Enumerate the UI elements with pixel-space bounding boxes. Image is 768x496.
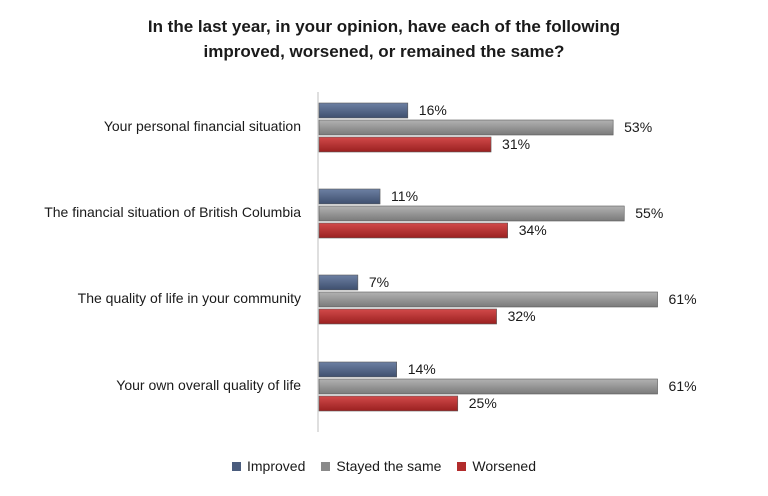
bar-stayed-the-same: [318, 291, 658, 308]
chart-title-line-1: In the last year, in your opinion, have …: [147, 17, 621, 36]
bar-worsened: [318, 222, 508, 239]
category-label: The financial situation of British Colum…: [44, 204, 301, 220]
legend-swatch: [321, 461, 331, 471]
category-label: Your personal financial situation: [104, 118, 301, 134]
legend-item: Stayed the same: [321, 458, 441, 474]
bar-worsened: [318, 136, 492, 153]
data-label: 55%: [635, 205, 663, 221]
data-label: 11%: [391, 188, 418, 204]
data-label: 32%: [508, 308, 536, 324]
data-label: 53%: [624, 119, 652, 135]
category-label: The quality of life in your community: [78, 290, 301, 306]
data-label: 31%: [502, 136, 530, 152]
legend-label: Improved: [247, 458, 306, 474]
legend-label: Worsened: [472, 458, 536, 474]
category-label: Your own overall quality of life: [116, 377, 301, 393]
bar-improved: [318, 188, 381, 205]
legend-label: Stayed the same: [336, 458, 442, 474]
bar-stayed-the-same: [318, 378, 658, 395]
data-label: 61%: [669, 378, 697, 394]
bar-improved: [318, 102, 409, 119]
chart-legend: Improved Stayed the same Worsened: [0, 458, 768, 474]
legend-item: Worsened: [457, 458, 536, 474]
bar-stayed-the-same: [318, 205, 625, 222]
data-label: 7%: [369, 274, 389, 290]
bar-improved: [318, 274, 359, 291]
legend-swatch: [232, 461, 241, 471]
legend-swatch: [457, 461, 467, 471]
data-label: 14%: [408, 361, 436, 377]
data-label: 61%: [669, 291, 697, 307]
bar-improved: [318, 361, 397, 378]
chart-title: In the last year, in your opinion, have …: [0, 14, 768, 64]
data-label: 34%: [519, 222, 547, 238]
bar-worsened: [318, 308, 497, 325]
bar-stayed-the-same: [318, 119, 614, 136]
data-label: 16%: [419, 102, 447, 118]
chart-title-line-2: improved, worsened, or remained the same…: [203, 42, 565, 61]
data-label: 25%: [469, 395, 497, 411]
legend-item: Improved: [232, 458, 305, 474]
bar-worsened: [318, 395, 459, 412]
